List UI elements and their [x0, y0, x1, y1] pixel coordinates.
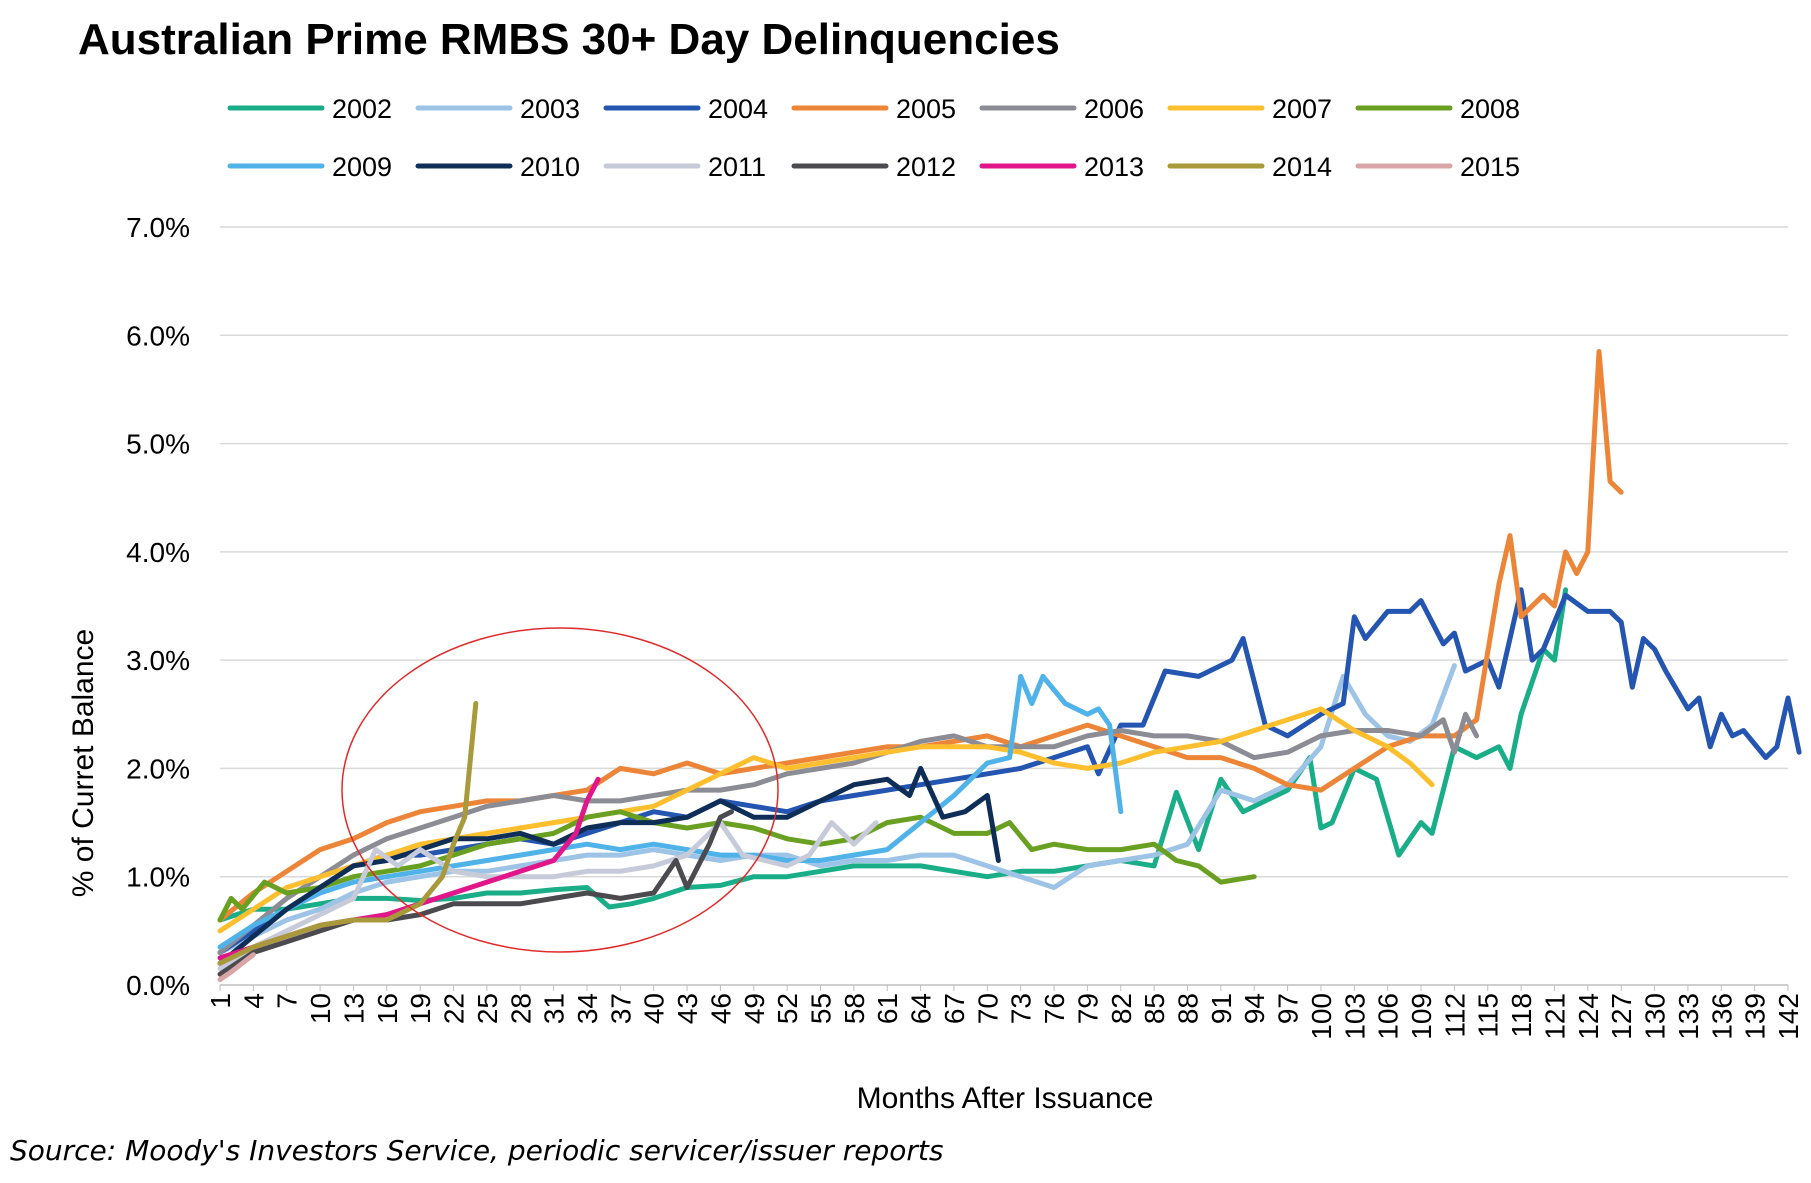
x-tick-label: 97	[1273, 993, 1304, 1024]
x-tick-label: 133	[1673, 993, 1704, 1040]
series-line-2007	[217, 706, 1435, 934]
series-line-2014	[217, 701, 479, 966]
y-tick-label: 3.0%	[126, 645, 190, 676]
x-tick-label: 1	[205, 993, 236, 1009]
y-axis-title: % of Curret Balance	[67, 629, 100, 897]
x-tick-label: 88	[1172, 993, 1203, 1024]
x-tick-label: 115	[1473, 993, 1504, 1038]
series-line-2015	[217, 952, 256, 983]
legend-label-2007: 2007	[1272, 94, 1332, 124]
x-tick-label: 79	[1072, 993, 1103, 1024]
y-tick-label: 6.0%	[126, 320, 190, 351]
x-tick-label: 52	[772, 993, 803, 1024]
legend-label-2005: 2005	[896, 94, 956, 124]
series-line-2005	[217, 349, 1624, 923]
x-tick-label: 19	[405, 993, 436, 1024]
series-line-2009	[217, 673, 1124, 950]
x-tick-label: 31	[539, 993, 570, 1024]
y-axis-ticks: 0.0% 1.0% 2.0% 3.0% 4.0% 5.0% 6.0% 7.0%	[126, 212, 190, 1001]
highlight-ellipse	[341, 627, 779, 953]
y-tick-label: 0.0%	[126, 970, 190, 1001]
x-tick-label: 25	[472, 993, 503, 1024]
legend-label-2003: 2003	[520, 94, 580, 124]
x-tick-label: 139	[1740, 993, 1771, 1040]
x-axis-ticks: 1 4 7 10 13 16 19 22 25 28 31 34 37 40 43 46 49 52 55 58 61 6…	[205, 985, 1804, 1040]
x-tick-label: 130	[1640, 993, 1671, 1040]
x-tick-label: 58	[839, 993, 870, 1024]
y-tick-label: 7.0%	[126, 212, 190, 243]
x-tick-label: 124	[1573, 993, 1604, 1040]
x-tick-label: 40	[639, 993, 670, 1024]
legend-label-2004: 2004	[708, 94, 768, 124]
chart-title: Australian Prime RMBS 30+ Day Delinquenc…	[78, 15, 1060, 64]
y-tick-label: 5.0%	[126, 429, 190, 460]
x-tick-label: 100	[1306, 993, 1337, 1040]
x-tick-label: 55	[806, 993, 837, 1024]
x-tick-label: 142	[1773, 993, 1804, 1040]
legend-label-2008: 2008	[1460, 94, 1520, 124]
x-tick-label: 34	[572, 993, 603, 1024]
x-tick-label: 85	[1139, 993, 1170, 1024]
x-tick-label: 13	[338, 993, 369, 1024]
x-tick-label: 70	[972, 993, 1003, 1024]
x-tick-label: 43	[672, 993, 703, 1024]
x-tick-label: 91	[1206, 993, 1237, 1024]
legend-label-2009: 2009	[332, 152, 392, 182]
legend-label-2010: 2010	[520, 152, 580, 182]
legend-label-2011: 2011	[708, 152, 766, 182]
series-line-2008	[217, 809, 1257, 923]
x-tick-label: 67	[939, 993, 970, 1024]
x-tick-label: 82	[1106, 993, 1137, 1024]
series-line-2010	[217, 765, 1001, 966]
x-tick-label: 49	[739, 993, 770, 1024]
x-tick-label: 46	[705, 993, 736, 1024]
y-tick-label: 2.0%	[126, 753, 190, 784]
x-tick-label: 37	[605, 993, 636, 1024]
legend-label-2002: 2002	[332, 94, 392, 124]
x-tick-label: 7	[272, 993, 303, 1009]
x-tick-label: 4	[238, 993, 269, 1009]
legend: 2002 2003 2004 2005 2006 2007 2008 2009 2010 2011…	[227, 94, 1520, 182]
x-tick-label: 94	[1239, 993, 1270, 1024]
x-tick-label: 136	[1706, 993, 1737, 1040]
legend-label-2015: 2015	[1460, 152, 1520, 182]
legend-label-2012: 2012	[896, 152, 956, 182]
x-tick-label: 76	[1039, 993, 1070, 1024]
series-lines	[217, 349, 1802, 983]
x-tick-label: 16	[372, 993, 403, 1024]
y-tick-label: 1.0%	[126, 862, 190, 893]
x-tick-label: 61	[872, 993, 903, 1024]
x-tick-label: 106	[1373, 993, 1404, 1040]
x-tick-label: 103	[1339, 993, 1370, 1040]
x-tick-label: 22	[439, 993, 470, 1024]
x-tick-label: 127	[1606, 993, 1637, 1040]
y-tick-label: 4.0%	[126, 537, 190, 568]
series-line-2012	[217, 809, 734, 977]
x-tick-label: 73	[1006, 993, 1037, 1024]
grid	[220, 226, 1788, 878]
legend-label-2014: 2014	[1272, 152, 1332, 182]
x-axis-title: Months After Issuance	[857, 1082, 1154, 1115]
series-line-2002	[217, 587, 1569, 923]
x-tick-label: 28	[505, 993, 536, 1024]
series-line-2003	[217, 663, 1457, 955]
x-tick-label: 64	[906, 993, 937, 1024]
series-line-2011	[217, 820, 879, 972]
x-tick-label: 118	[1506, 993, 1537, 1038]
x-tick-label: 109	[1406, 993, 1437, 1040]
x-tick-label: 112	[1439, 993, 1470, 1038]
legend-label-2006: 2006	[1084, 94, 1144, 124]
x-tick-label: 10	[305, 993, 336, 1024]
x-tick-label: 121	[1539, 993, 1570, 1040]
legend-label-2013: 2013	[1084, 152, 1144, 182]
source-note: Source: Moody's Investors Service, perio…	[10, 1134, 943, 1167]
